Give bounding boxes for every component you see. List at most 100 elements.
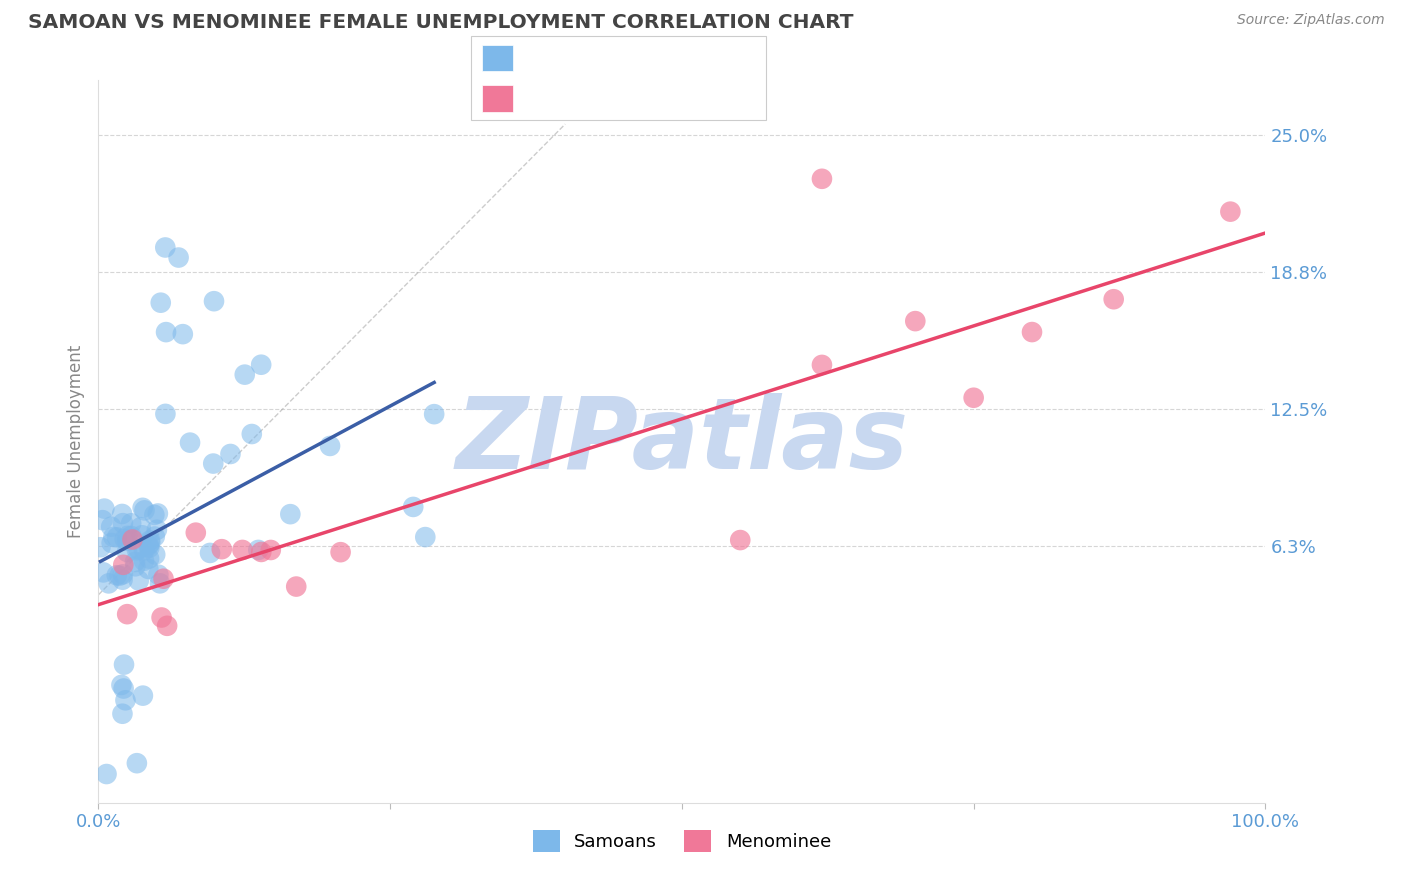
Point <box>148 567 170 582</box>
Point <box>1102 292 1125 306</box>
Point <box>172 327 194 342</box>
Point <box>111 573 134 587</box>
Point <box>231 543 253 558</box>
Point <box>132 554 155 568</box>
Point <box>97 576 120 591</box>
Text: Source: ZipAtlas.com: Source: ZipAtlas.com <box>1237 13 1385 28</box>
Point <box>91 513 114 527</box>
Point <box>100 519 122 533</box>
Point <box>125 543 148 558</box>
Point <box>138 551 160 566</box>
Point <box>167 251 190 265</box>
Point <box>155 407 177 421</box>
Point <box>198 546 221 560</box>
Point <box>112 657 135 672</box>
Point <box>143 548 166 562</box>
Point <box>114 532 136 546</box>
Point <box>115 533 138 548</box>
Point <box>149 576 172 591</box>
Point <box>1219 204 1241 219</box>
Point <box>105 530 128 544</box>
Point <box>143 508 166 522</box>
Point <box>260 543 283 558</box>
Point <box>202 294 225 309</box>
Point <box>1021 325 1043 339</box>
Point <box>156 619 179 633</box>
Point <box>423 407 446 421</box>
Point <box>131 528 153 542</box>
Point <box>904 314 927 328</box>
Point <box>128 574 150 588</box>
Point <box>121 533 143 547</box>
Point <box>211 542 233 557</box>
Point <box>962 391 984 405</box>
Point <box>329 545 352 559</box>
Point <box>155 240 177 254</box>
Point <box>730 533 752 547</box>
Text: R = 0.725: R = 0.725 <box>524 89 616 107</box>
Point <box>136 562 159 576</box>
Point <box>247 542 270 557</box>
Point <box>219 447 242 461</box>
Point <box>93 501 115 516</box>
Point <box>120 529 142 543</box>
Point <box>96 767 118 781</box>
Point <box>233 368 256 382</box>
Point <box>811 358 834 372</box>
Point <box>129 520 152 534</box>
Point <box>111 507 134 521</box>
Point <box>278 507 301 521</box>
Point <box>811 171 834 186</box>
Point <box>131 500 153 515</box>
Point <box>112 681 135 696</box>
Text: R = 0.558: R = 0.558 <box>524 49 614 67</box>
Point <box>285 580 308 594</box>
Point <box>110 678 132 692</box>
Point <box>184 525 207 540</box>
Point <box>240 427 263 442</box>
Point <box>100 536 122 550</box>
Point <box>93 566 115 580</box>
Point <box>112 558 135 572</box>
Text: ZIPatlas: ZIPatlas <box>456 393 908 490</box>
Point <box>127 542 149 557</box>
Point <box>143 530 166 544</box>
Point <box>111 706 134 721</box>
Point <box>138 538 160 552</box>
Point <box>138 541 160 555</box>
Point <box>139 533 162 548</box>
Point <box>179 435 201 450</box>
Point <box>152 572 174 586</box>
Point <box>139 536 162 550</box>
Point <box>89 540 111 554</box>
Point <box>150 610 173 624</box>
Point <box>134 503 156 517</box>
Point <box>132 689 155 703</box>
Point <box>115 607 138 622</box>
Point <box>413 530 436 544</box>
Point <box>124 555 146 569</box>
Point <box>402 500 425 514</box>
Point <box>146 523 169 537</box>
Text: N = 21: N = 21 <box>637 89 699 107</box>
Point <box>125 756 148 771</box>
Point <box>111 516 134 531</box>
Point <box>155 325 177 339</box>
Point <box>117 529 139 543</box>
Point <box>105 568 128 582</box>
Point <box>132 543 155 558</box>
Point <box>146 507 169 521</box>
Point <box>120 516 142 531</box>
Text: N = 73: N = 73 <box>637 49 699 67</box>
Legend: Samoans, Menominee: Samoans, Menominee <box>526 822 838 859</box>
Point <box>149 295 172 310</box>
Point <box>108 568 131 582</box>
Point <box>250 545 273 559</box>
Point <box>319 439 342 453</box>
Point <box>114 693 136 707</box>
Point <box>103 530 125 544</box>
Point <box>202 457 225 471</box>
Point <box>124 559 146 574</box>
Text: SAMOAN VS MENOMINEE FEMALE UNEMPLOYMENT CORRELATION CHART: SAMOAN VS MENOMINEE FEMALE UNEMPLOYMENT … <box>28 13 853 32</box>
Point <box>115 545 138 559</box>
